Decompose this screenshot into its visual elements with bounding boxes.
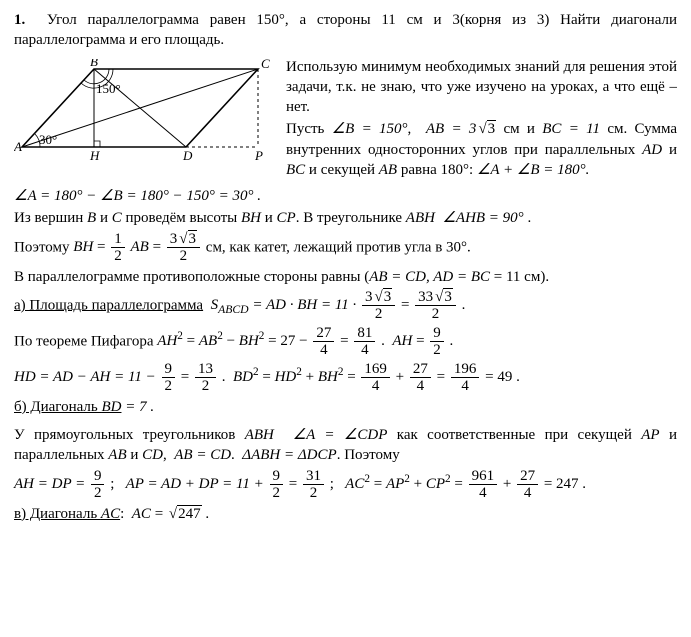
hd-bd-calc: HD = AD − AH = 11 − 92 = 132 . BD2 = HD2… [14,361,677,395]
svg-text:D: D [182,148,193,163]
svg-text:A: A [14,139,22,154]
parallelogram-figure: A B C D H P 150° 30° [14,59,276,163]
svg-text:30°: 30° [39,132,57,147]
opposite-sides: В параллелограмме противоположные сторон… [14,267,677,287]
problem-text: Угол параллелограмма равен 150°, а сторо… [14,12,677,48]
part-b: б) Диагональ BD = 7 . [14,397,677,417]
svg-text:150°: 150° [96,81,121,96]
svg-text:H: H [89,148,100,163]
sqrt-icon: 247 [167,504,202,524]
svg-text:P: P [254,148,263,163]
ac-calc: AH = DP = 92 ; AP = AD + DP = 11 + 92 = … [14,468,677,502]
figure-svg: A B C D H P 150° 30° [14,59,276,163]
svg-text:C: C [261,59,270,71]
heights-line: Из вершин B и C проведём высоты BH и CP.… [14,208,677,228]
svg-text:B: B [90,59,98,69]
figure-and-intro: ABCDHP150°30° Использую минимум необходи… [14,57,677,183]
pythagoras-ah: По теореме Пифагора AH2 = AB2 − BH2 = 27… [14,325,677,359]
angle-calc: ∠A = 180° − ∠B = 180° − 150° = 30° . [14,186,677,206]
part-a: а) Площадь параллелограмма SABCD = AD · … [14,289,677,323]
problem-statement: 1. Угол параллелограмма равен 150°, а ст… [14,10,677,51]
sqrt-icon: 3 [476,119,496,139]
right-triangles: У прямоугольных треугольников ABH ∠A = ∠… [14,425,677,466]
bh-calc: Поэтому BH = 12 AB = 332 см, как катет, … [14,231,677,265]
problem-number: 1. [14,12,25,28]
part-c: в) Диагональ AC: AC = 247 . [14,504,677,524]
